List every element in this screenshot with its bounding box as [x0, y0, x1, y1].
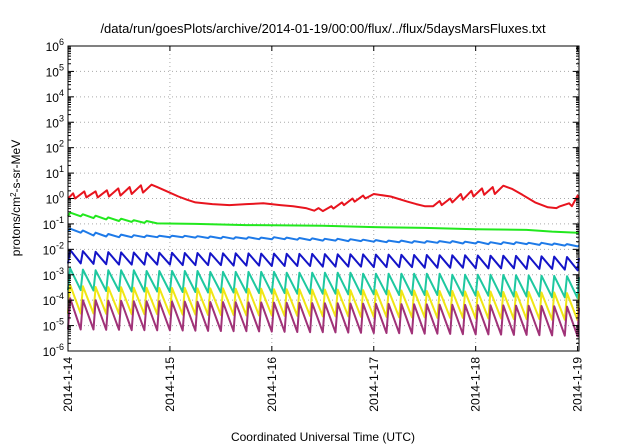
- y-tick-label: 10-1: [43, 215, 64, 232]
- x-tick-label: 2014-1-17: [367, 357, 381, 412]
- x-tick-label: 2014-1-15: [163, 357, 177, 412]
- y-tick-label: 104: [46, 88, 64, 105]
- series-line-5: [67, 267, 580, 300]
- y-tick-label: 103: [46, 113, 64, 130]
- y-axis-label: protons/cm2-s-sr-MeV: [9, 140, 24, 256]
- x-tick-label: 2014-1-16: [265, 357, 279, 412]
- chart-title: /data/run/goesPlots/archive/2014-01-19/0…: [100, 21, 546, 36]
- series-lines: [67, 183, 580, 338]
- x-tick-label: 2014-1-18: [469, 357, 483, 412]
- y-tick-label: 10-5: [43, 317, 64, 334]
- y-tick-label: 100: [46, 190, 64, 207]
- series-line-4: [67, 248, 580, 272]
- series-line-1: [67, 183, 580, 213]
- y-tick-label: 10-3: [43, 266, 64, 283]
- x-tick-label: 2014-1-14: [61, 357, 75, 412]
- y-tick-label: 106: [46, 37, 64, 54]
- series-line-3: [67, 227, 580, 248]
- y-tick-label: 101: [46, 164, 64, 181]
- y-axis-label-prefix: protons/cm: [9, 197, 23, 256]
- y-axis-label-suffix: -s-sr-MeV: [9, 140, 23, 193]
- y-axis-label-superscript: 2: [9, 192, 18, 197]
- series-line-2: [67, 211, 579, 234]
- y-tick-label: 102: [46, 139, 64, 156]
- axes: 2014-1-14 2014-1-15 2014-1-16 2014-1-17 2014…: [43, 37, 585, 412]
- y-tick-label: 10-6: [43, 342, 64, 359]
- y-tick-label: 10-4: [43, 291, 64, 308]
- series-line-7: [67, 297, 580, 338]
- x-axis-label: Coordinated Universal Time (UTC): [231, 430, 415, 444]
- series-line-6: [67, 283, 580, 322]
- y-tick-label: 10-2: [43, 240, 64, 257]
- y-tick-label: 105: [46, 62, 64, 79]
- x-tick-label: 2014-1-19: [571, 357, 585, 412]
